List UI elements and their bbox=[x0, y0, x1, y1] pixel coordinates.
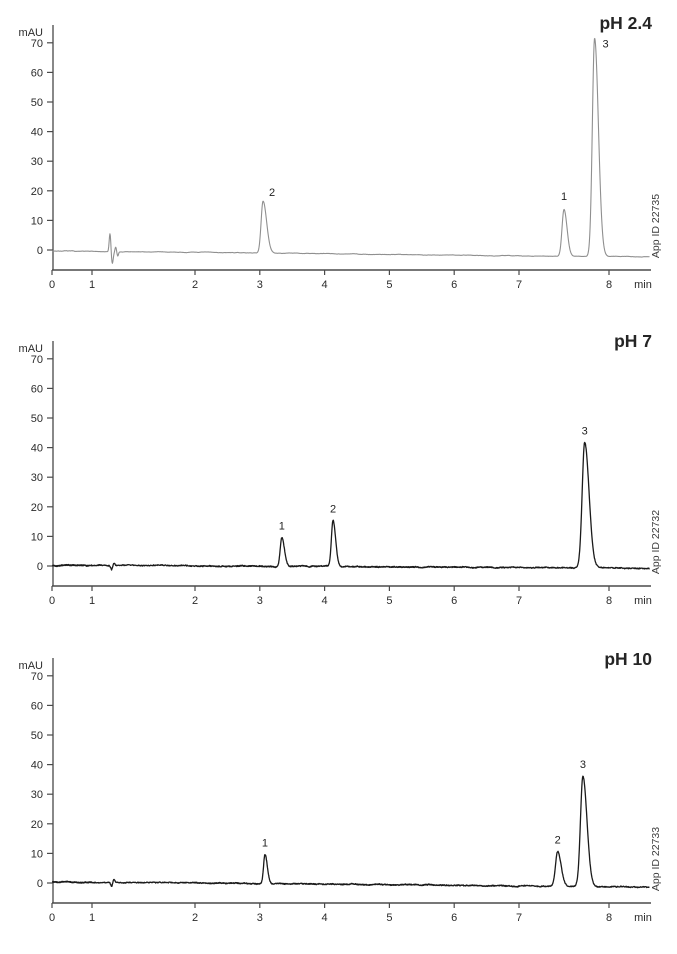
y-tick-label: 60 bbox=[31, 700, 43, 712]
peak-label: 1 bbox=[279, 521, 285, 533]
y-tick-label: 50 bbox=[31, 97, 43, 109]
chromatogram-panel-ph-2-4: 0 10 20 30 40 50 60 70 0 1 2 3 4 5 6 7 8 mAU min pH 2.4 App … bbox=[0, 0, 677, 318]
chart-title: pH 10 bbox=[604, 649, 652, 669]
y-tick-label: 10 bbox=[31, 215, 43, 227]
x-tick-label: 4 bbox=[322, 279, 328, 291]
x-tick-label: 5 bbox=[386, 595, 392, 607]
x-axis-unit-label: min bbox=[634, 912, 652, 924]
y-tick-label: 10 bbox=[31, 531, 43, 543]
chromatogram-panel-ph-10: 0 10 20 30 40 50 60 70 0 1 2 3 4 5 6 7 8 mAU min pH 10 App I… bbox=[0, 636, 677, 954]
x-tick-label: 0 bbox=[49, 279, 55, 291]
x-tick-label: 3 bbox=[257, 595, 263, 607]
peak-label: 3 bbox=[580, 759, 586, 771]
chromatogram-trace bbox=[51, 775, 650, 889]
x-tick-label: 2 bbox=[192, 279, 198, 291]
peak-label: 1 bbox=[561, 191, 567, 203]
chromatogram-ph-7: 0 10 20 30 40 50 60 70 0 1 2 3 4 5 6 7 8 mAU min pH 7 App ID… bbox=[19, 331, 662, 607]
y-axis-unit-label: mAU bbox=[19, 343, 44, 355]
chromatogram-trace bbox=[52, 37, 650, 264]
y-tick-label: 30 bbox=[31, 156, 43, 168]
peak-label: 1 bbox=[262, 838, 268, 850]
app-id-label: App ID 22732 bbox=[650, 510, 662, 574]
x-tick-label: 3 bbox=[257, 912, 263, 924]
x-axis-unit-label: min bbox=[634, 595, 652, 607]
chromatogram-ph-2-4: 0 10 20 30 40 50 60 70 0 1 2 3 4 5 6 7 8 mAU min pH 2.4 App … bbox=[19, 13, 662, 291]
chromatogram-panel-ph-7: 0 10 20 30 40 50 60 70 0 1 2 3 4 5 6 7 8 mAU min pH 7 App ID… bbox=[0, 318, 677, 636]
y-axis-unit-label: mAU bbox=[19, 660, 44, 672]
app-id-label: App ID 22735 bbox=[650, 194, 662, 258]
y-tick-label: 40 bbox=[31, 127, 43, 139]
y-axis-unit-label: mAU bbox=[19, 27, 44, 39]
y-tick-label: 40 bbox=[31, 760, 43, 772]
x-tick-label: 6 bbox=[451, 595, 457, 607]
x-axis-unit-label: min bbox=[634, 279, 652, 291]
peak-label: 2 bbox=[269, 187, 275, 199]
y-tick-label: 30 bbox=[31, 472, 43, 484]
x-tick-label: 1 bbox=[89, 912, 95, 924]
app-id-label: App ID 22733 bbox=[650, 827, 662, 891]
x-tick-label: 5 bbox=[386, 279, 392, 291]
x-tick-label: 4 bbox=[322, 595, 328, 607]
x-tick-label: 7 bbox=[516, 279, 522, 291]
y-tick-label: 30 bbox=[31, 789, 43, 801]
x-tick-label: 0 bbox=[49, 595, 55, 607]
x-tick-label: 6 bbox=[451, 279, 457, 291]
y-tick-label: 60 bbox=[31, 383, 43, 395]
peak-label: 3 bbox=[582, 425, 588, 437]
y-tick-label: 10 bbox=[31, 848, 43, 860]
chart-title: pH 2.4 bbox=[599, 13, 652, 33]
y-tick-label: 0 bbox=[37, 245, 43, 257]
y-tick-label: 70 bbox=[31, 38, 43, 50]
x-tick-label: 7 bbox=[516, 912, 522, 924]
peak-label: 2 bbox=[330, 504, 336, 516]
y-tick-label: 20 bbox=[31, 502, 43, 514]
peak-label: 2 bbox=[555, 835, 561, 847]
x-tick-label: 1 bbox=[89, 279, 95, 291]
y-tick-label: 20 bbox=[31, 819, 43, 831]
x-tick-label: 3 bbox=[257, 279, 263, 291]
x-tick-label: 2 bbox=[192, 912, 198, 924]
x-tick-label: 0 bbox=[49, 912, 55, 924]
x-tick-label: 5 bbox=[386, 912, 392, 924]
y-tick-label: 70 bbox=[31, 671, 43, 683]
y-tick-label: 0 bbox=[37, 561, 43, 573]
x-tick-label: 1 bbox=[89, 595, 95, 607]
chromatogram-ph-10: 0 10 20 30 40 50 60 70 0 1 2 3 4 5 6 7 8 mAU min pH 10 App I… bbox=[19, 649, 662, 924]
y-tick-label: 40 bbox=[31, 443, 43, 455]
chromatogram-trace bbox=[51, 441, 650, 571]
x-tick-label: 8 bbox=[606, 595, 612, 607]
y-tick-label: 20 bbox=[31, 186, 43, 198]
y-tick-label: 0 bbox=[37, 878, 43, 890]
chart-title: pH 7 bbox=[614, 331, 652, 351]
y-tick-label: 50 bbox=[31, 413, 43, 425]
peak-label: 3 bbox=[603, 38, 609, 50]
y-tick-label: 70 bbox=[31, 354, 43, 366]
x-tick-label: 8 bbox=[606, 279, 612, 291]
x-tick-label: 7 bbox=[516, 595, 522, 607]
x-tick-label: 8 bbox=[606, 912, 612, 924]
x-tick-label: 4 bbox=[322, 912, 328, 924]
y-tick-label: 60 bbox=[31, 67, 43, 79]
y-tick-label: 50 bbox=[31, 730, 43, 742]
x-tick-label: 6 bbox=[451, 912, 457, 924]
x-tick-label: 2 bbox=[192, 595, 198, 607]
